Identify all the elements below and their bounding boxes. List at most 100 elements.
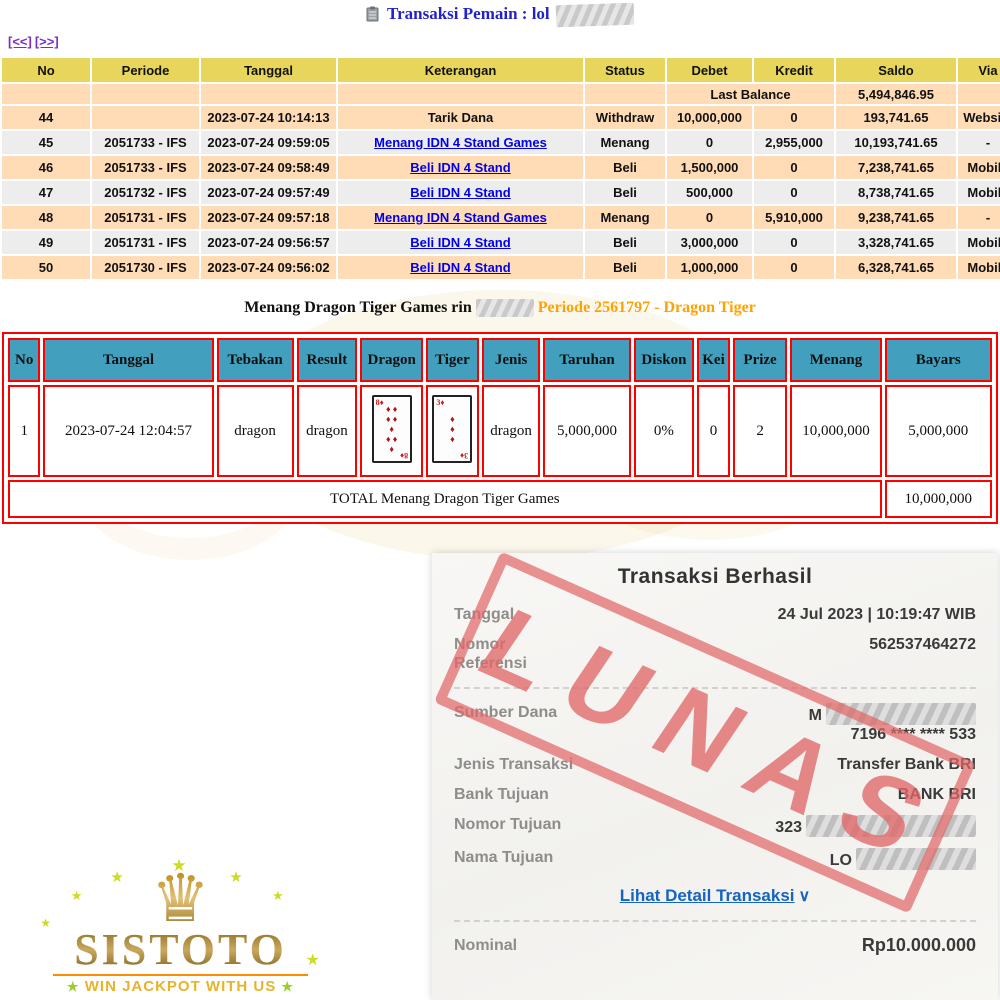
dt-total-label: TOTAL Menang Dragon Tiger Games xyxy=(8,480,882,518)
star-icon: ★ xyxy=(110,869,124,886)
sumber-dana-name: M xyxy=(808,707,822,724)
keterangan-link[interactable]: Menang IDN 4 Stand Games xyxy=(374,210,547,225)
cell-debet: 1,500,000 xyxy=(667,156,752,179)
dt-cell-no: 1 xyxy=(8,385,41,477)
star-icon: ★ xyxy=(229,869,243,886)
table-row: 44 2023-07-24 10:14:13 Tarik Dana Withdr… xyxy=(2,106,1000,129)
receipt-panel: Transaksi Berhasil Tanggal 24 Jul 2023 |… xyxy=(432,553,998,1000)
dt-cell-bayars: 5,000,000 xyxy=(884,385,992,477)
card-pips: ♦ ♦ ♦ xyxy=(450,413,455,444)
tiger-card-image: 3♦ ♦ ♦ ♦ 3♦ xyxy=(432,394,473,463)
dragon-tiger-title: Menang Dragon Tiger Games rin Periode 25… xyxy=(0,299,1000,318)
brand-name: SISTOTO xyxy=(28,928,333,972)
cell-kredit: 2,955,000 xyxy=(754,131,834,154)
next-page-link[interactable]: [>>] xyxy=(34,34,59,49)
star-icon: ★ xyxy=(70,888,83,903)
dt-col-tiger: Tiger xyxy=(426,338,479,382)
dt-col-taruhan: Taruhan xyxy=(543,338,631,382)
table-row: 45 2051733 - IFS 2023-07-24 09:59:05 Men… xyxy=(2,131,1000,154)
receipt-row-bank-tujuan: Bank Tujuan BANK BRI xyxy=(454,785,976,804)
cell-tanggal: 2023-07-24 10:14:13 xyxy=(201,106,336,129)
redaction-blur xyxy=(475,299,534,318)
dt-cell-taruhan: 5,000,000 xyxy=(543,385,631,477)
table-row: 48 2051731 - IFS 2023-07-24 09:57:18 Men… xyxy=(2,206,1000,229)
lihat-detail-link[interactable]: Lihat Detail Transaksi xyxy=(619,886,795,905)
sumber-dana-card-number: 7196 **** **** 533 xyxy=(850,726,976,743)
cell-no: 50 xyxy=(2,256,90,279)
col-kredit: Kredit xyxy=(754,58,834,82)
last-balance-row: Last Balance 5,494,846.95 xyxy=(2,84,1000,104)
chevron-down-icon[interactable]: ∨ xyxy=(798,888,811,905)
cell-debet: 10,000,000 xyxy=(667,106,752,129)
cell-no: 49 xyxy=(2,231,90,254)
dt-cell-diskon: 0% xyxy=(633,385,695,477)
cell-saldo: 3,328,741.65 xyxy=(836,231,956,254)
cell-via: Mobile xyxy=(958,256,1000,279)
dt-cell-result: dragon xyxy=(296,385,358,477)
receipt-row-nomor-tujuan: Nomor Tujuan 323 xyxy=(454,815,976,837)
table-row: 46 2051733 - IFS 2023-07-24 09:58:49 Bel… xyxy=(2,156,1000,179)
receipt-row-sumber-dana: Sumber Dana M 7196 **** **** 533 xyxy=(454,703,976,744)
cell-keterangan: Beli IDN 4 Stand xyxy=(338,256,583,279)
nominal-value: Rp10.000.000 xyxy=(861,935,976,955)
cell-keterangan: Beli IDN 4 Stand xyxy=(338,181,583,204)
dashed-divider xyxy=(454,920,976,922)
dt-col-menang: Menang xyxy=(790,338,882,382)
dt-cell-tiger-card: 3♦ ♦ ♦ ♦ 3♦ xyxy=(426,385,479,477)
keterangan-link[interactable]: Menang IDN 4 Stand Games xyxy=(374,135,547,150)
star-icon: ★ xyxy=(272,888,284,903)
col-saldo: Saldo xyxy=(836,58,956,82)
cell-keterangan: Tarik Dana xyxy=(338,106,583,129)
receipt-label: Nominal xyxy=(454,937,518,954)
sistoto-logo: ★ ★ ★ ★ ★ ★ ★ ♛ SISTOTO ★ WIN JACKPOT WI… xyxy=(28,854,333,1000)
last-balance-label: Last Balance xyxy=(667,84,834,104)
keterangan-link[interactable]: Beli IDN 4 Stand xyxy=(410,235,511,250)
cell-debet: 0 xyxy=(667,131,752,154)
cell-status: Menang xyxy=(585,206,665,229)
dt-col-tebakan: Tebakan xyxy=(216,338,294,382)
dt-cell-dragon-card: 8♦ ♦ ♦ ♦ ♦ ♦ ♦ ♦ ♦ 8♦ xyxy=(360,385,424,477)
cell-no: 45 xyxy=(2,131,90,154)
dt-header-row: No Tanggal Tebakan Result Dragon Tiger J… xyxy=(8,338,992,382)
redaction-blur xyxy=(806,815,976,837)
detail-link-row: Lihat Detail Transaksi ∨ xyxy=(454,886,976,906)
prev-page-link[interactable]: [<<] xyxy=(8,34,32,49)
keterangan-link[interactable]: Beli IDN 4 Stand xyxy=(410,185,511,200)
dt-col-jenis: Jenis xyxy=(481,338,541,382)
cell-kredit: 0 xyxy=(754,156,834,179)
star-icon: ★ xyxy=(171,856,187,875)
cell-via: Website xyxy=(958,106,1000,129)
table-row: 49 2051731 - IFS 2023-07-24 09:56:57 Bel… xyxy=(2,231,1000,254)
card-corner: 8♦ xyxy=(399,450,408,460)
cell-tanggal: 2023-07-24 09:57:49 xyxy=(201,181,336,204)
cell-status: Withdraw xyxy=(585,106,665,129)
last-balance-saldo: 5,494,846.95 xyxy=(836,84,956,104)
page-title: Transaksi Pemain : lol xyxy=(387,4,550,23)
receipt-label: Bank Tujuan xyxy=(454,786,549,803)
keterangan-link[interactable]: Beli IDN 4 Stand xyxy=(410,160,511,175)
dt-total-row: TOTAL Menang Dragon Tiger Games 10,000,0… xyxy=(8,480,992,518)
dragon-card-image: 8♦ ♦ ♦ ♦ ♦ ♦ ♦ ♦ ♦ 8♦ xyxy=(371,394,412,463)
cell-kredit: 0 xyxy=(754,256,834,279)
cell-saldo: 10,193,741.65 xyxy=(836,131,956,154)
cell-periode: 2051733 - IFS xyxy=(92,131,199,154)
cell-periode: 2051732 - IFS xyxy=(92,181,199,204)
cell-saldo: 8,738,741.65 xyxy=(836,181,956,204)
nama-tujuan-name: LO xyxy=(829,852,852,869)
table-header-row: No Periode Tanggal Keterangan Status Deb… xyxy=(2,58,1000,82)
cell-periode xyxy=(92,106,199,129)
receipt-row-nama-tujuan: Nama Tujuan LO xyxy=(454,848,976,870)
clipboard-icon xyxy=(366,6,379,27)
cell-status: Beli xyxy=(585,156,665,179)
cell-keterangan: Menang IDN 4 Stand Games xyxy=(338,131,583,154)
star-icon: ★ xyxy=(40,916,51,930)
page-header: Transaksi Pemain : lol xyxy=(0,2,1000,28)
card-corner: 8♦ xyxy=(375,397,384,407)
keterangan-link[interactable]: Beli IDN 4 Stand xyxy=(410,260,511,275)
receipt-value: 24 Jul 2023 | 10:19:47 WIB xyxy=(777,606,976,623)
cell-keterangan: Menang IDN 4 Stand Games xyxy=(338,206,583,229)
col-via: Via xyxy=(958,58,1000,82)
dragon-tiger-table-frame: No Tanggal Tebakan Result Dragon Tiger J… xyxy=(2,332,998,524)
star-icon: ★ xyxy=(66,979,80,994)
cell-no: 47 xyxy=(2,181,90,204)
